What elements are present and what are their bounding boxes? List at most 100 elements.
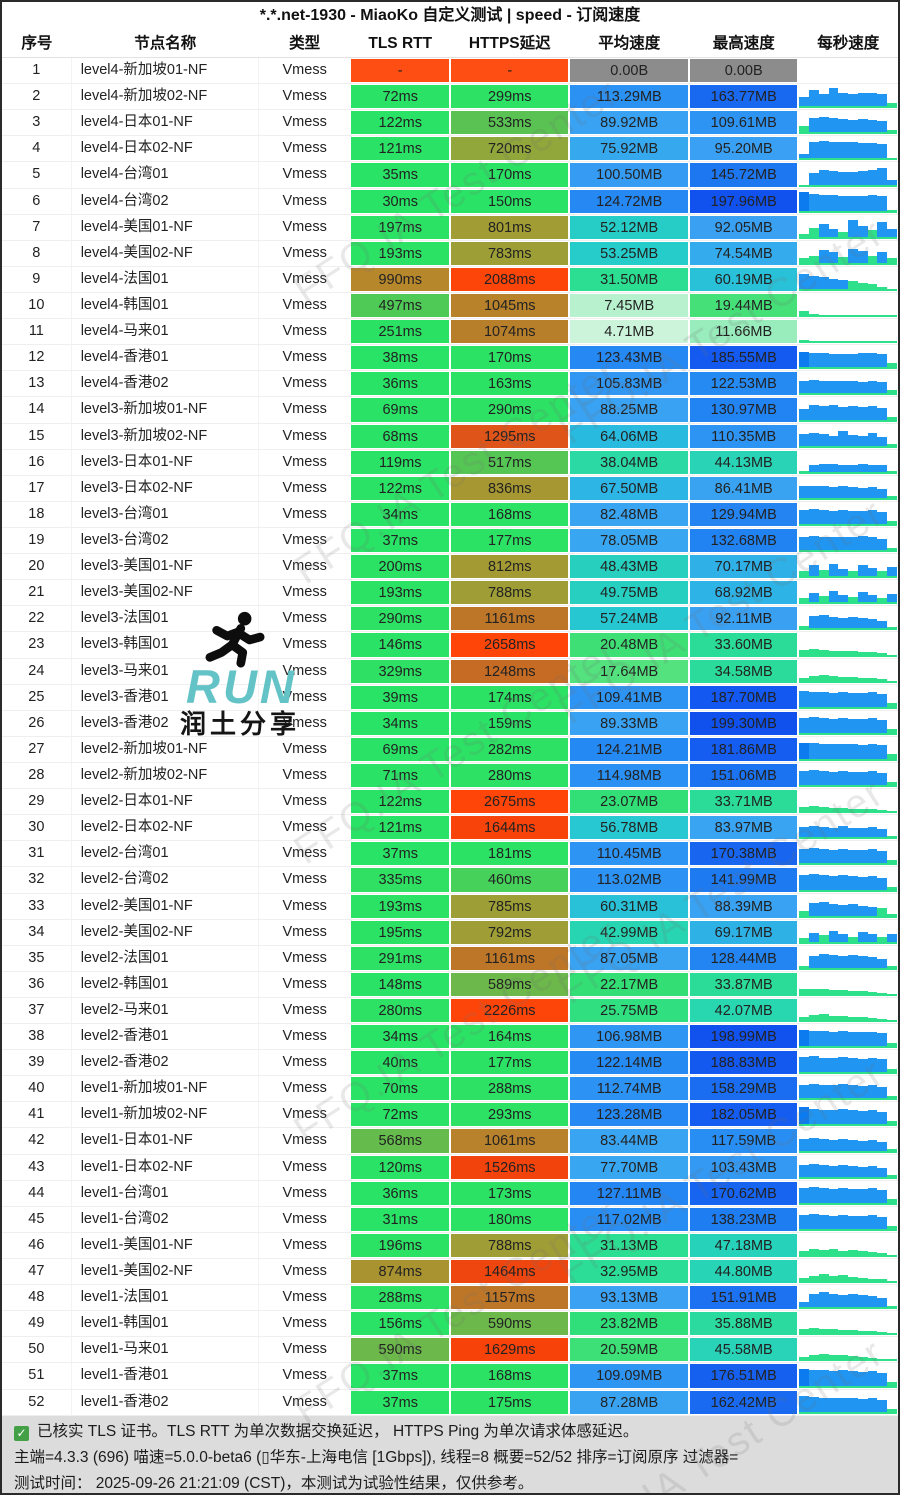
- spark-bar: [857, 1371, 868, 1388]
- spark-baseline: [799, 1255, 897, 1258]
- spark-bar: [867, 1278, 878, 1284]
- spark-bar: [828, 278, 839, 291]
- spark-bar: [818, 140, 829, 161]
- spark-bar: [848, 196, 858, 213]
- spark-bar: [857, 93, 868, 109]
- cell-https-latency: -: [450, 58, 570, 84]
- spark-bar: [867, 143, 878, 161]
- spark-bar: [828, 1329, 839, 1336]
- cell-speed-sparkline: [798, 1180, 898, 1206]
- spark-bar: [838, 1355, 849, 1362]
- spark-bar: [877, 719, 888, 735]
- spark-bar: [887, 547, 897, 553]
- spark-bar: [818, 1139, 829, 1153]
- spark-bar: [809, 988, 819, 996]
- cell-node-name: level4-法国01: [72, 266, 259, 292]
- spark-bar: [887, 228, 897, 239]
- spark-bar: [857, 1032, 868, 1049]
- cell-tls-rtt: 36ms: [350, 371, 450, 397]
- spark-bar: [809, 432, 819, 448]
- spark-bar: [877, 407, 888, 422]
- spark-bar: [877, 908, 888, 918]
- spark-bar: [809, 90, 819, 109]
- spark-bar: [848, 1355, 858, 1362]
- spark-bar: [848, 676, 858, 683]
- spark-bar: [857, 142, 868, 161]
- spark-bar: [799, 625, 810, 631]
- cell-speed-sparkline: [798, 1128, 898, 1154]
- table-row: 32 level2-台湾02 Vmess 335ms 460ms 113.02M…: [2, 867, 898, 894]
- spark-bar: [877, 1168, 888, 1179]
- spark-bar: [848, 1294, 858, 1310]
- spark-bar: [799, 677, 810, 683]
- cell-avg-speed: 109.09MB: [569, 1363, 689, 1389]
- cell-speed-sparkline: [798, 1337, 898, 1363]
- cell-avg-speed: 31.13MB: [569, 1232, 689, 1259]
- cell-type: Vmess: [282, 1367, 327, 1384]
- cell-tls-rtt: 193ms: [350, 240, 450, 266]
- cell-https-latency: 164ms: [450, 1024, 570, 1050]
- cell-node-name: level3-新加坡01-NF: [72, 397, 259, 423]
- spark-bar: [857, 651, 868, 657]
- spark-bar: [838, 171, 849, 187]
- spark-bar: [848, 1110, 858, 1127]
- cell-avg-speed: 22.17MB: [569, 971, 689, 997]
- spark-bar: [809, 405, 819, 422]
- spark-bar: [828, 876, 839, 892]
- cell-tls-rtt: 874ms: [350, 1259, 450, 1285]
- table-row: 46 level1-美国01-NF Vmess 196ms 788ms 31.1…: [2, 1232, 898, 1260]
- cell-tls-rtt: -: [350, 58, 450, 84]
- spark-bar: [809, 1186, 819, 1205]
- spark-bar: [848, 1249, 858, 1258]
- spark-bar: [857, 511, 868, 526]
- cell-speed-sparkline: [798, 919, 898, 945]
- cell-avg-speed: 82.48MB: [569, 501, 689, 527]
- cell-avg-speed: 127.11MB: [569, 1180, 689, 1206]
- spark-bar: [828, 744, 839, 761]
- cell-max-speed: 74.54MB: [688, 240, 799, 266]
- spark-bar: [867, 934, 878, 944]
- spark-bar: [828, 676, 839, 683]
- cell-avg-speed: 7.45MB: [569, 292, 689, 319]
- table-row: 50 level1-马来01 Vmess 590ms 1629ms 20.59M…: [2, 1337, 898, 1364]
- cell-https-latency: 282ms: [450, 736, 570, 762]
- spark-bar: [799, 233, 810, 239]
- table-row: 10 level4-韩国01 Vmess 497ms 1045ms 7.45MB…: [2, 292, 898, 320]
- cell-https-latency: 1061ms: [450, 1128, 570, 1154]
- cell-index: 45: [2, 1206, 72, 1232]
- cell-index: 44: [2, 1180, 72, 1206]
- cell-type: Vmess: [282, 1001, 327, 1018]
- spark-bar: [818, 463, 829, 474]
- cell-https-latency: 517ms: [450, 449, 570, 475]
- spark-bar: [848, 248, 858, 265]
- cell-tls-rtt: 122ms: [350, 475, 450, 501]
- table-row: 47 level1-美国02-NF Vmess 874ms 1464ms 32.…: [2, 1259, 898, 1286]
- cell-type: Vmess: [282, 1080, 327, 1097]
- spark-bar: [877, 512, 888, 526]
- cell-index: 7: [2, 214, 72, 240]
- cell-max-speed: 70.17MB: [688, 554, 799, 580]
- spark-bar: [877, 772, 888, 788]
- spark-bar: [799, 1107, 810, 1127]
- cell-speed-sparkline: [798, 449, 898, 475]
- table-row: 37 level2-马来01 Vmess 280ms 2226ms 25.75M…: [2, 997, 898, 1025]
- col-header-index: 序号: [21, 35, 53, 52]
- spark-bar: [857, 1017, 868, 1023]
- cell-node-name: level4-香港01: [72, 345, 259, 371]
- cell-speed-sparkline: [798, 710, 898, 736]
- cell-max-speed: 129.94MB: [688, 501, 799, 527]
- spark-bar: [828, 1354, 839, 1362]
- cell-node-name: level3-台湾01: [72, 501, 259, 527]
- cell-index: 29: [2, 789, 72, 815]
- cell-max-speed: 33.60MB: [688, 632, 799, 658]
- cell-avg-speed: 60.31MB: [569, 893, 689, 919]
- spark-bar: [809, 903, 819, 918]
- spark-bar: [818, 1250, 829, 1258]
- cell-https-latency: 1161ms: [450, 606, 570, 632]
- cell-node-name: level1-台湾02: [72, 1206, 259, 1232]
- cell-max-speed: 44.13MB: [688, 449, 799, 475]
- cell-max-speed: 117.59MB: [688, 1128, 799, 1154]
- table-row: 48 level1-法国01 Vmess 288ms 1157ms 93.13M…: [2, 1285, 898, 1312]
- spark-bar: [838, 1165, 849, 1179]
